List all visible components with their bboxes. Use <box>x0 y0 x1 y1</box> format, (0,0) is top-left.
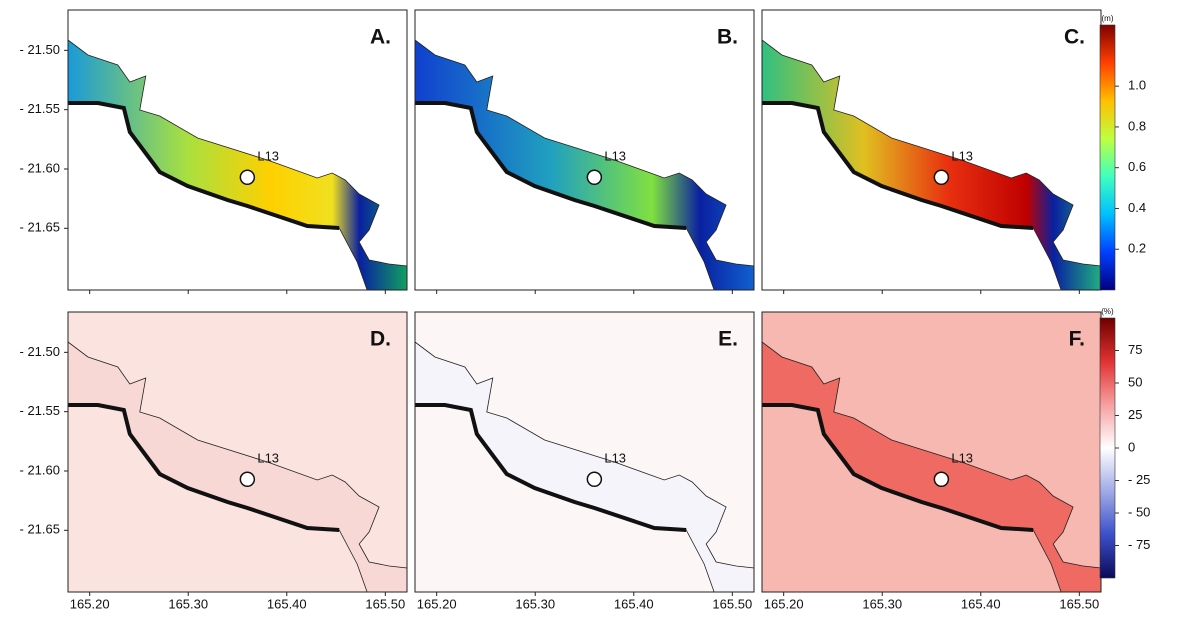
colorbar-tick-label: 75 <box>1128 342 1142 357</box>
channel <box>67 39 408 291</box>
colorbar-tick-label: 0 <box>1128 439 1135 454</box>
colorbar-tick-label: 0.8 <box>1128 118 1146 133</box>
panel-label: D. <box>370 328 391 351</box>
channel <box>414 39 755 291</box>
station-label: L13 <box>604 451 626 466</box>
panel-frame <box>414 311 755 593</box>
station-label: L13 <box>257 451 279 466</box>
y-tick-label: - 21.60 <box>20 160 60 175</box>
station-label: L13 <box>604 149 626 164</box>
panel-label: C. <box>1064 26 1085 49</box>
x-tick-label: 165.30 <box>168 596 208 611</box>
colorbar <box>1099 24 1116 291</box>
y-tick-label: - 21.55 <box>20 101 60 116</box>
y-tick-label: - 21.55 <box>20 403 60 418</box>
map-panel: E. L13 <box>413 311 755 593</box>
map-panel: B. L13 <box>413 9 755 291</box>
x-tick-label: 165.50 <box>1059 596 1099 611</box>
colorbar-tick-label: 50 <box>1128 374 1142 389</box>
x-tick-label: 165.50 <box>365 596 405 611</box>
x-tick-label: 165.30 <box>515 596 555 611</box>
y-tick-label: - 21.65 <box>20 220 60 235</box>
x-tick-label: 165.40 <box>267 596 307 611</box>
map-panel: F. L13 <box>760 311 1102 593</box>
x-tick-label: 165.20 <box>70 596 110 611</box>
map-panel: C. L13 <box>760 9 1102 291</box>
panel-frame <box>67 9 408 291</box>
x-tick-label: 165.50 <box>712 596 752 611</box>
x-tick-label: 165.30 <box>862 596 902 611</box>
station <box>239 471 256 488</box>
station <box>933 169 950 186</box>
colorbar-tick-label: 0.6 <box>1128 159 1146 174</box>
station-label: L13 <box>257 149 279 164</box>
y-tick-label: - 21.50 <box>20 42 60 57</box>
station <box>586 471 603 488</box>
station <box>586 169 603 186</box>
colorbar-unit: (m) <box>1102 14 1114 23</box>
colorbar <box>1099 317 1116 579</box>
colorbar-tick-label: - 75 <box>1128 537 1150 552</box>
colorbar-tick-label: 0.4 <box>1128 200 1146 215</box>
y-tick-label: - 21.60 <box>20 462 60 477</box>
panel-label: E. <box>718 328 738 351</box>
colorbar-tick-label: 25 <box>1128 407 1142 422</box>
colorbar-unit: (%) <box>1101 307 1114 316</box>
x-tick-label: 165.40 <box>614 596 654 611</box>
panel-label: B. <box>717 26 738 49</box>
colorbar-tick-label: 1.0 <box>1128 78 1146 93</box>
x-tick-label: 165.40 <box>961 596 1001 611</box>
x-tick-label: 165.20 <box>417 596 457 611</box>
y-tick-label: - 21.65 <box>20 522 60 537</box>
colorbar-tick-label: - 50 <box>1128 504 1150 519</box>
channel <box>761 39 1102 291</box>
station <box>239 169 256 186</box>
colorbar-tick-label: 0.2 <box>1128 241 1146 256</box>
station-label: L13 <box>951 149 973 164</box>
map-panel: D. L13 <box>66 311 408 593</box>
panel-label: A. <box>370 26 391 49</box>
station <box>933 471 950 488</box>
panel-frame <box>414 9 755 291</box>
panel-frame <box>67 311 408 593</box>
panel-label: F. <box>1069 328 1085 351</box>
y-tick-label: - 21.50 <box>20 344 60 359</box>
map-panel: A. L13 <box>66 9 408 291</box>
x-tick-label: 165.20 <box>764 596 804 611</box>
station-label: L13 <box>951 451 973 466</box>
colorbar-tick-label: - 25 <box>1128 472 1150 487</box>
